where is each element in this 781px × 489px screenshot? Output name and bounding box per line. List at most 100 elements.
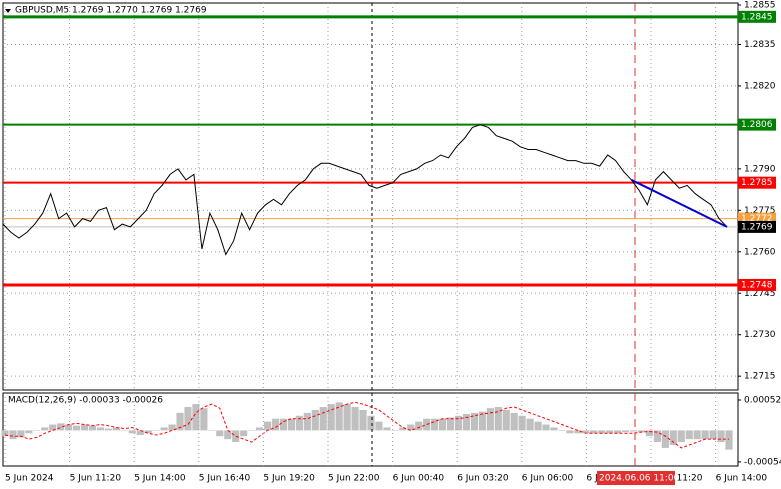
- macd-bar: [566, 430, 574, 434]
- macd-bar: [327, 404, 335, 431]
- macd-bar: [49, 424, 57, 431]
- trend-line: [631, 179, 728, 228]
- macd-bar: [232, 430, 240, 443]
- x-tick-label: 5 Jun 14:00: [134, 474, 186, 484]
- macd-bar: [542, 424, 550, 431]
- level-label-box: [738, 176, 776, 189]
- macd-bar: [224, 430, 232, 440]
- macd-bar: [645, 430, 654, 437]
- macd-bar: [446, 417, 455, 431]
- macd-bar: [160, 427, 168, 431]
- x-tick-label: 6 Jun 06:00: [522, 474, 574, 484]
- y-tick-label: 1.2730: [744, 330, 776, 340]
- macd-bar: [9, 430, 17, 440]
- macd-bar: [65, 424, 73, 431]
- macd-bar: [502, 409, 510, 431]
- x-tick-label: 5 Jun 11:20: [70, 474, 122, 484]
- macd-title: MACD(12,26,9) -0.00033 -0.00026: [8, 396, 163, 406]
- macd-bar: [494, 407, 502, 431]
- macd-bar: [701, 430, 709, 440]
- macd-bar: [200, 408, 208, 431]
- x-tick-label: 6 Jun 03:20: [457, 474, 509, 484]
- macd-bar: [303, 412, 311, 431]
- macd-bar: [725, 430, 733, 450]
- macd-bar: [152, 430, 160, 431]
- macd-bar: [518, 415, 526, 431]
- macd-bar: [685, 430, 693, 440]
- last-price-box: [738, 220, 776, 233]
- macd-bar: [661, 430, 669, 448]
- macd-bar: [319, 407, 327, 431]
- menu-arrow: [5, 9, 11, 13]
- macd-bar: [431, 418, 439, 431]
- y-tick-label: 1.2745: [744, 289, 776, 299]
- macd-bar: [120, 430, 128, 431]
- macd-bar: [709, 430, 717, 440]
- level-label-box: [738, 118, 776, 131]
- level-label-box: [738, 10, 776, 23]
- level-label: 1.2748: [741, 280, 773, 290]
- cursor-label: 2024.06.06 11:00: [599, 474, 680, 484]
- y-tick-label: 1.2715: [744, 372, 776, 382]
- signal-line: [4, 401, 729, 449]
- macd-bar: [462, 414, 471, 431]
- macd-bar: [351, 407, 359, 431]
- macd-bar: [263, 421, 272, 431]
- macd-bar: [17, 430, 25, 438]
- macd-bar: [295, 415, 303, 431]
- macd-bar: [407, 424, 415, 431]
- macd-bar: [33, 430, 41, 431]
- macd-bar: [311, 409, 319, 431]
- macd-bar: [343, 404, 351, 431]
- x-tick-label: 5 Jun 19:20: [263, 474, 315, 484]
- macd-bar: [88, 425, 97, 431]
- macd-bar: [256, 427, 264, 431]
- macd-bar: [184, 407, 192, 431]
- y-tick-label: 1.2855: [744, 1, 776, 11]
- macd-bar: [144, 430, 152, 434]
- macd-bar: [248, 430, 256, 431]
- macd-bar: [510, 412, 518, 431]
- macd-bar: [621, 430, 630, 433]
- macd-bar: [375, 421, 383, 431]
- macd-bar: [415, 421, 423, 431]
- x-tick-label: 5 Jun 22:00: [328, 474, 380, 484]
- macd-bar: [73, 425, 81, 431]
- y-tick-label: 1.2820: [744, 81, 776, 91]
- y-tick-label: 1.2790: [744, 164, 776, 174]
- macd-bar: [574, 430, 582, 434]
- price-panel: [2, 2, 739, 391]
- last-price-label: 1.2769: [741, 222, 773, 232]
- y-tick-label: 0.00052: [744, 396, 781, 406]
- macd-bar: [112, 427, 120, 431]
- macd-bar: [558, 430, 566, 431]
- macd-bar: [96, 427, 105, 431]
- macd-bar: [80, 424, 89, 431]
- macd-bar: [208, 430, 216, 431]
- macd-bar: [614, 430, 622, 434]
- macd-bar: [439, 418, 447, 431]
- macd-bar: [216, 430, 224, 437]
- x-tick-label: 5 Jun 16:40: [199, 474, 251, 484]
- macd-bar: [287, 418, 295, 431]
- macd-bar: [176, 412, 184, 431]
- y-tick-label: -0.00054: [744, 457, 781, 467]
- macd-bar: [590, 430, 598, 434]
- macd-bar: [606, 430, 614, 434]
- macd-bar: [359, 409, 367, 431]
- macd-bar: [486, 408, 494, 431]
- macd-bar: [399, 427, 407, 431]
- macd-bar: [534, 421, 542, 431]
- macd-bar: [25, 430, 33, 434]
- macd-bar: [383, 427, 391, 431]
- macd-bar: [104, 428, 113, 431]
- macd-bar: [526, 418, 534, 431]
- macd-bar: [128, 430, 136, 434]
- level-label: 1.2806: [741, 120, 773, 130]
- cursor-label-box: [597, 471, 675, 485]
- price-line: [2, 124, 728, 256]
- macd-bar: [192, 404, 200, 431]
- x-tick-label: 6 Jun 14:00: [716, 474, 768, 484]
